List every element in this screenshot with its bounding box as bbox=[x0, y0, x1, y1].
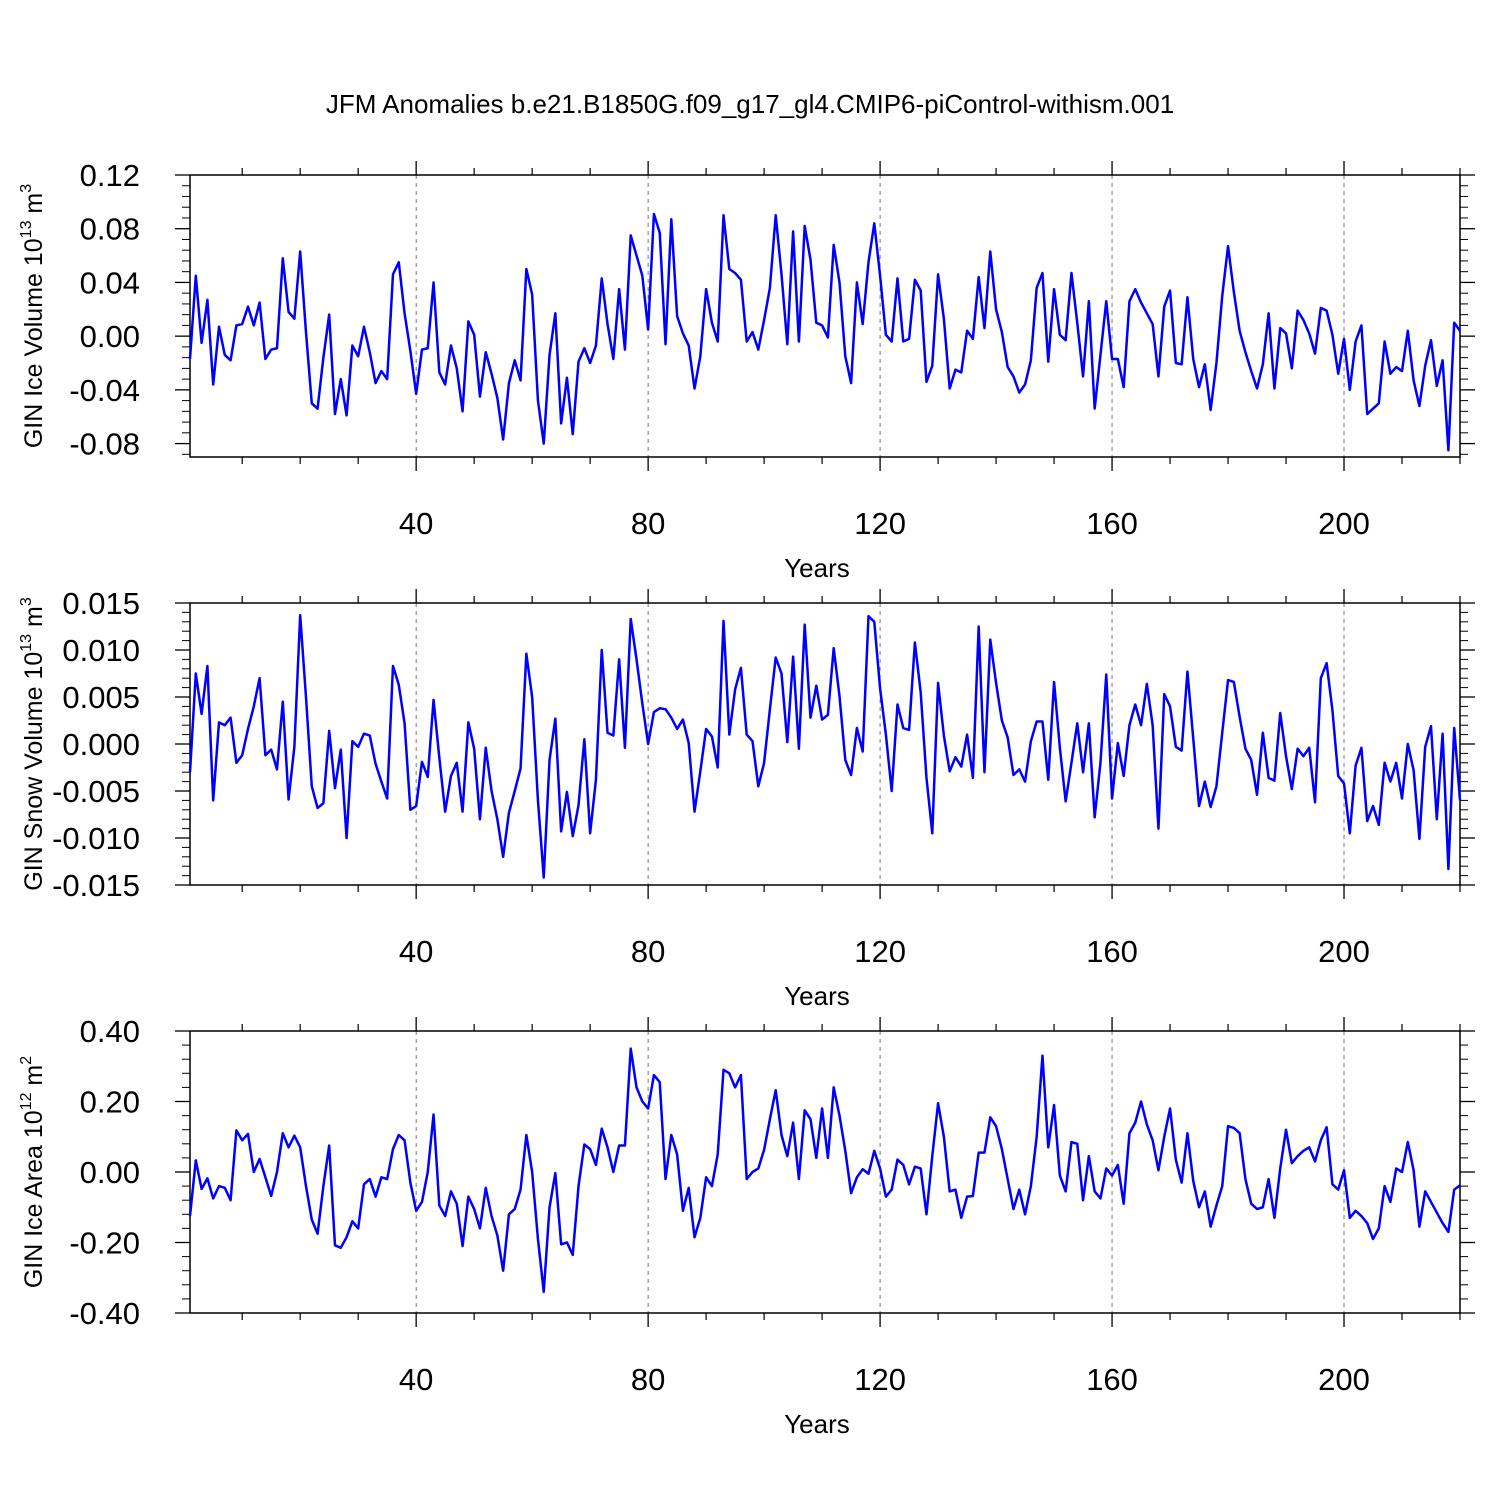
x-tick-label: 200 bbox=[1318, 934, 1370, 969]
x-tick-label: 160 bbox=[1086, 506, 1138, 541]
plot-frame bbox=[189, 1030, 1461, 1314]
y-tick-label: -0.005 bbox=[52, 774, 140, 809]
y-tick-label: 0.40 bbox=[80, 1014, 140, 1049]
series-line-gin-ice-volume bbox=[188, 212, 1462, 452]
y-tick-label: -0.015 bbox=[52, 868, 140, 903]
x-tick-label: 160 bbox=[1086, 934, 1138, 969]
x-axis-label: Years bbox=[784, 981, 850, 1011]
y-axis-label-main: GIN Ice Volume 10 bbox=[20, 238, 48, 448]
y-tick-label: 0.005 bbox=[62, 680, 140, 715]
x-tick-label: 40 bbox=[399, 506, 433, 541]
y-axis-label-exponent: 13 bbox=[18, 220, 35, 238]
x-tick-label: 200 bbox=[1318, 1362, 1370, 1397]
x-tick-label: 160 bbox=[1086, 1362, 1138, 1397]
y-tick-label: 0.000 bbox=[62, 727, 140, 762]
y-axis-label-unit: m bbox=[20, 606, 48, 634]
chart-panel-2: 40 80 120 160 200 -0.015 -0.010 -0.005 0.000 0.00… bbox=[18, 586, 1475, 1011]
x-axis-label: Years bbox=[784, 1409, 850, 1439]
series-line-gin-snow-volume bbox=[188, 613, 1462, 879]
y-axis-label-unit: m bbox=[20, 193, 48, 221]
y-axis-label-unit-exponent: 3 bbox=[18, 597, 35, 606]
y-axis-label-unit-exponent: 3 bbox=[18, 184, 35, 193]
y-tick-label: 0.08 bbox=[80, 212, 140, 247]
x-tick-label: 80 bbox=[631, 506, 665, 541]
y-tick-label: 0.00 bbox=[80, 319, 140, 354]
y-tick-label: 0.20 bbox=[80, 1085, 140, 1120]
y-tick-label: 0.015 bbox=[62, 586, 140, 621]
y-axis-label: GIN Ice Area 1012 m2 bbox=[18, 1056, 48, 1288]
x-tick-label: 120 bbox=[854, 506, 906, 541]
y-axis-label-unit: m bbox=[20, 1065, 48, 1093]
x-tick-label: 80 bbox=[631, 1362, 665, 1397]
x-tick-label: 40 bbox=[399, 1362, 433, 1397]
x-tick-label: 120 bbox=[854, 934, 906, 969]
y-tick-label: 0.04 bbox=[80, 265, 140, 300]
x-tick-label: 80 bbox=[631, 934, 665, 969]
plot-frame bbox=[189, 602, 1461, 886]
series-line-gin-ice-area bbox=[188, 1047, 1461, 1294]
y-axis-label-main: GIN Snow Volume 10 bbox=[20, 652, 48, 891]
x-tick-label: 120 bbox=[854, 1362, 906, 1397]
y-axis-label: GIN Snow Volume 1013 m3 bbox=[18, 597, 48, 891]
y-axis-label-main: GIN Ice Area 10 bbox=[20, 1110, 48, 1288]
y-tick-label: -0.20 bbox=[69, 1226, 140, 1261]
figure-title: JFM Anomalies b.e21.B1850G.f09_g17_gl4.C… bbox=[326, 89, 1174, 119]
chart-panel-3: 40 80 120 160 200 -0.40 -0.20 0.00 0.20 0.40 Years… bbox=[18, 1014, 1475, 1439]
y-tick-label: -0.08 bbox=[69, 427, 140, 462]
y-tick-label: -0.40 bbox=[69, 1296, 140, 1331]
y-tick-label: -0.04 bbox=[69, 373, 140, 408]
y-tick-label: 0.12 bbox=[80, 158, 140, 193]
y-axis-label-exponent: 12 bbox=[18, 1092, 35, 1110]
y-tick-label: 0.00 bbox=[80, 1155, 140, 1190]
y-axis-label-exponent: 13 bbox=[18, 634, 35, 652]
y-axis-label-unit-exponent: 2 bbox=[18, 1056, 35, 1065]
x-tick-label: 200 bbox=[1318, 506, 1370, 541]
plot-frame bbox=[189, 174, 1461, 458]
x-tick-label: 40 bbox=[399, 934, 433, 969]
y-tick-label: 0.010 bbox=[62, 633, 140, 668]
chart-panel-1: 40 80 120 160 200 -0.08 -0.04 0.00 0.04 0.08 0.12 Y… bbox=[18, 158, 1475, 583]
x-axis-label: Years bbox=[784, 553, 850, 583]
y-tick-label: -0.010 bbox=[52, 821, 140, 856]
panels: 40 80 120 160 200 -0.08 -0.04 0.00 0.04 0.08 0.12 Y… bbox=[18, 158, 1475, 1439]
y-axis-label: GIN Ice Volume 1013 m3 bbox=[18, 184, 48, 448]
